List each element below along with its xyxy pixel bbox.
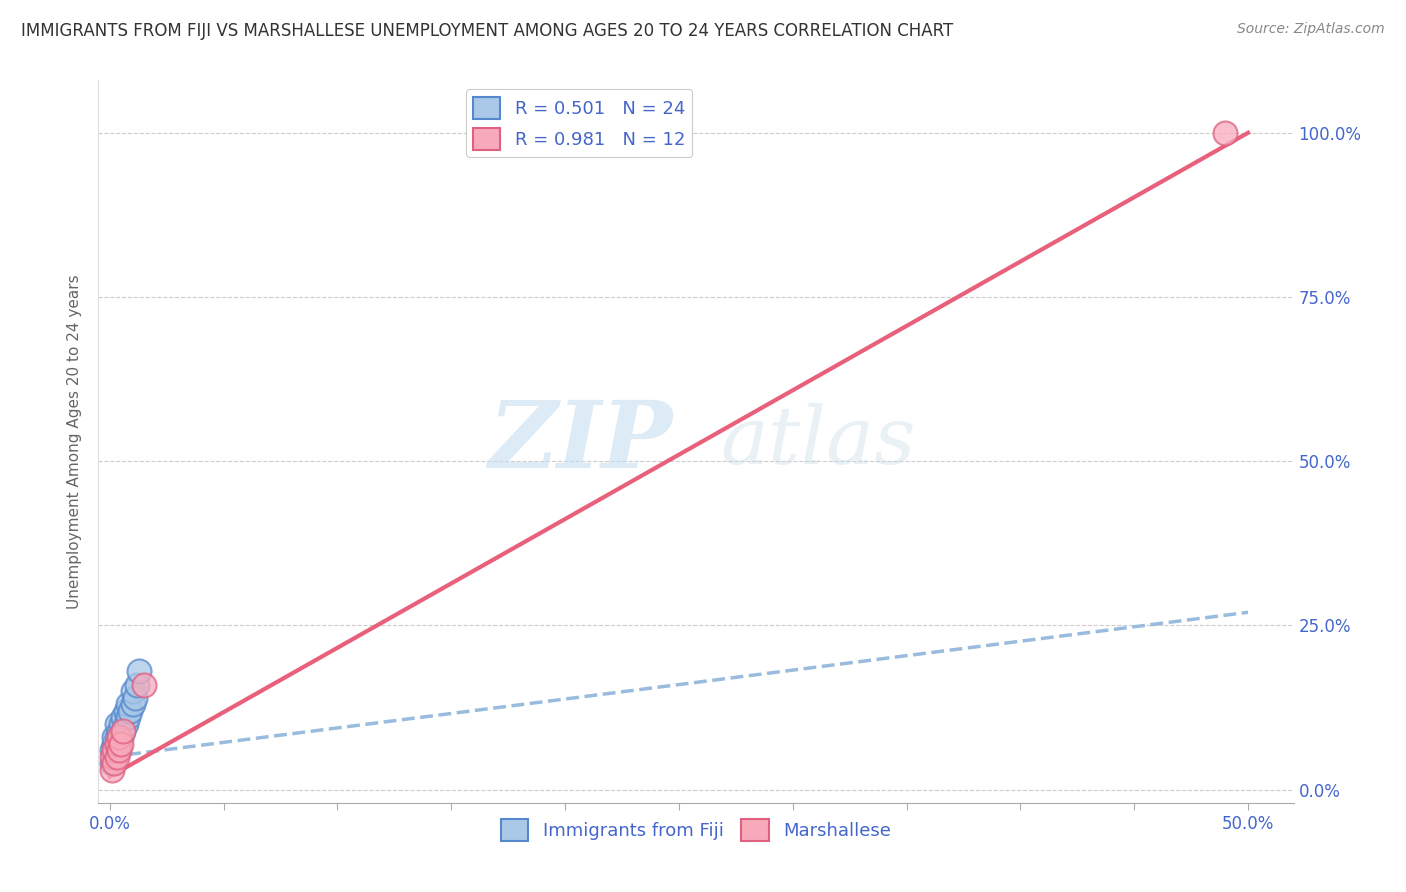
Point (105, 717, 128, 731)
Text: ZIP: ZIP (488, 397, 672, 486)
Point (114, 717, 136, 731)
Point (108, 730, 131, 744)
Y-axis label: Unemployment Among Ages 20 to 24 years: Unemployment Among Ages 20 to 24 years (67, 274, 83, 609)
Point (101, 763, 124, 777)
Point (114, 704, 136, 718)
Text: IMMIGRANTS FROM FIJI VS MARSHALLESE UNEMPLOYMENT AMONG AGES 20 TO 24 YEARS CORRE: IMMIGRANTS FROM FIJI VS MARSHALLESE UNEM… (21, 22, 953, 40)
Point (108, 743, 131, 757)
Point (101, 749, 124, 764)
Point (121, 684, 143, 698)
Point (112, 723, 135, 738)
Point (105, 749, 128, 764)
Point (112, 723, 135, 738)
Point (108, 737, 131, 751)
Point (103, 749, 125, 764)
Point (121, 698, 143, 712)
Point (108, 723, 131, 738)
Point (103, 737, 125, 751)
Point (128, 665, 150, 679)
Text: atlas: atlas (720, 403, 915, 480)
Point (120, 704, 142, 718)
Point (110, 730, 132, 744)
Point (117, 710, 139, 724)
Point (105, 743, 128, 757)
Point (103, 756, 125, 771)
Text: Source: ZipAtlas.com: Source: ZipAtlas.com (1237, 22, 1385, 37)
Point (110, 717, 132, 731)
Point (117, 698, 139, 712)
Point (103, 730, 125, 744)
Point (110, 737, 132, 751)
Point (132, 677, 155, 691)
Point (101, 743, 124, 757)
Point (124, 690, 146, 705)
Point (1213, 126, 1236, 140)
Legend: Immigrants from Fiji, Marshallese: Immigrants from Fiji, Marshallese (494, 812, 898, 848)
Point (101, 756, 124, 771)
Point (105, 730, 128, 744)
Point (112, 710, 135, 724)
Point (127, 677, 149, 691)
Point (105, 737, 128, 751)
Point (103, 743, 125, 757)
